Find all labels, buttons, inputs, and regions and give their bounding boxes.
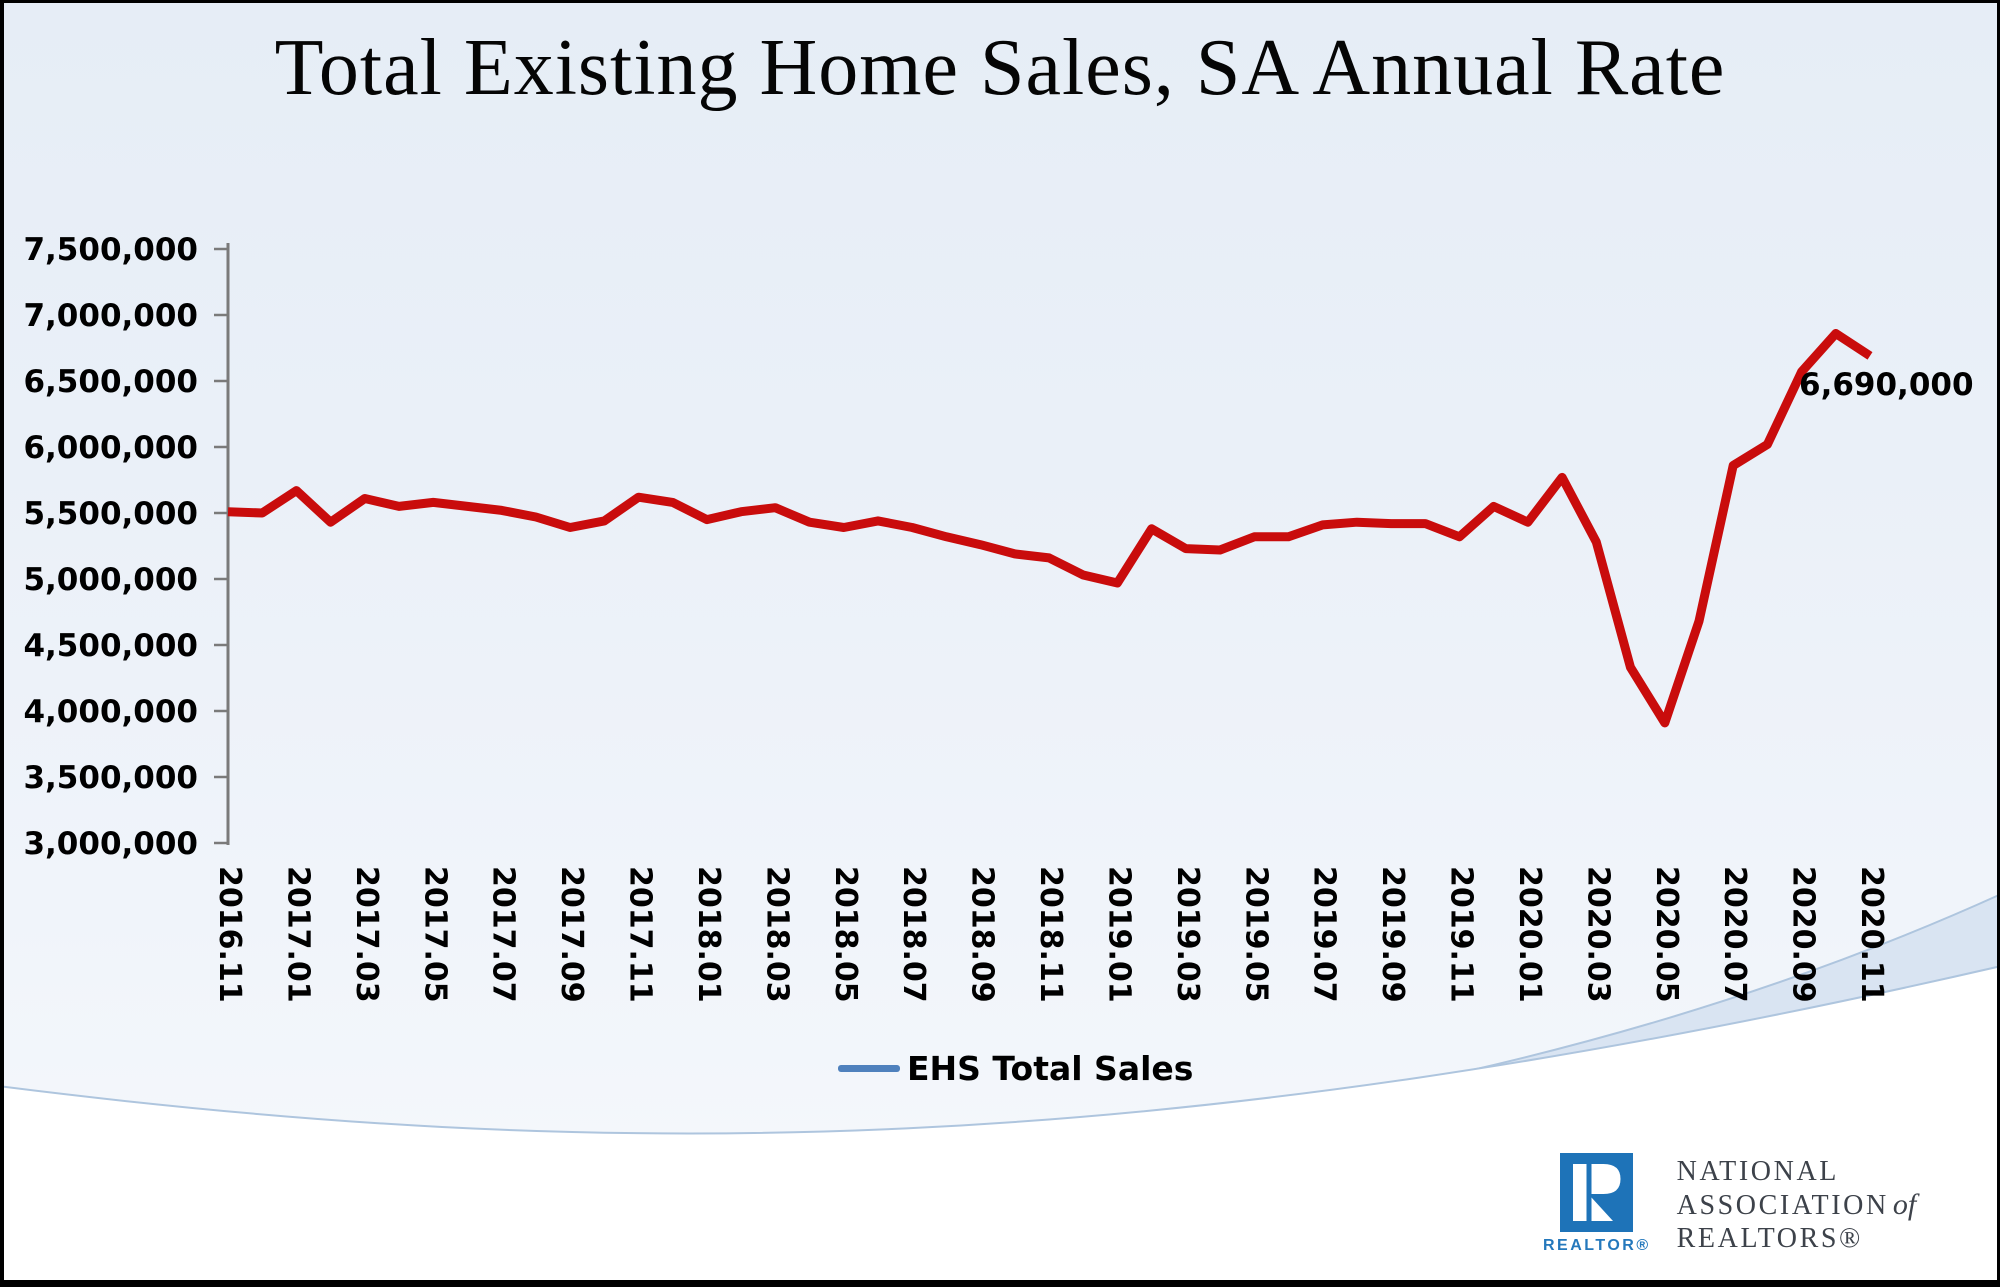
chart: 3,000,000 3,500,000 4,000,000 4,500,000 5,00… [23,232,1889,1003]
x-axis-label: 2019.07 [1307,866,1342,1003]
x-axis-label: 2016.11 [212,866,247,1003]
realtor-wordmark: REALTOR® [1543,1237,1651,1254]
x-axis-label: 2018.03 [759,866,794,1003]
x-axis-label: 2018.09 [965,866,1000,1003]
y-axis-label: 6,000,000 [23,430,198,466]
bg-white-fill [0,966,2000,1287]
nar-org-line1: NATIONAL [1676,1156,1839,1187]
y-axis-label: 7,500,000 [23,232,198,268]
x-axis-label: 2019.01 [1101,866,1136,1003]
y-axis-label: 5,000,000 [23,562,198,598]
last-point-data-label: 6,690,000 [1799,367,1974,403]
legend-line-swatch [838,1064,900,1072]
x-axis-label: 2018.07 [896,866,931,1003]
x-axis-label: 2018.01 [691,866,726,1003]
x-axis-label: 2019.11 [1444,866,1479,1003]
x-axis-label: 2020.11 [1854,866,1889,1003]
legend-label: EHS Total Sales [907,1048,1194,1088]
x-axis-label: 2019.09 [1375,866,1410,1003]
nar-org-name: NATIONAL ASSOCIATION of REALTORS® [1677,1155,1917,1255]
y-axis-label: 3,500,000 [23,760,198,796]
x-axis-label: 2017.09 [554,866,589,1003]
x-axis-label: 2020.01 [1512,866,1547,1003]
nar-logo-mark: REALTOR® [1543,1153,1651,1255]
x-axis-label: 2020.09 [1786,866,1821,1003]
y-axis-label: 6,500,000 [23,364,198,400]
y-axis-label: 7,000,000 [23,298,198,334]
x-axis-label: 2017.01 [280,866,315,1003]
ehs-total-sales-line [227,329,1873,728]
realtor-r-icon [1560,1153,1634,1232]
chart-title: Total Existing Home Sales, SA Annual Rat… [274,24,1726,112]
x-axis-label: 2019.03 [1170,866,1205,1003]
nar-org-line3: REALTORS® [1676,1223,1863,1254]
y-axis-label: 4,000,000 [23,694,198,730]
y-axis-label: 3,000,000 [23,826,198,862]
x-axis-label: 2020.03 [1580,866,1615,1003]
x-axis-label: 2017.05 [417,866,452,1003]
x-axis-label: 2018.11 [1033,866,1068,1003]
x-axis-label: 2020.07 [1717,866,1752,1003]
nar-org-line2: ASSOCIATION of [1676,1188,1917,1221]
nar-of-word: of [1892,1188,1917,1221]
x-axis-label: 2017.03 [349,866,384,1003]
x-axis-label: 2019.05 [1238,866,1273,1003]
x-axis-label: 2017.07 [486,866,521,1003]
nar-logo: REALTOR® NATIONAL ASSOCIATION of REALTORS… [1543,1153,1916,1255]
y-axis-label: 5,500,000 [23,496,198,532]
x-axis-label: 2018.05 [828,866,863,1003]
x-axis-label: 2017.11 [623,866,658,1003]
bg-main-arc-line [0,965,2000,1135]
x-axis-label: 2020.05 [1649,866,1684,1003]
y-axis-label: 4,500,000 [23,628,198,664]
legend: EHS Total Sales [838,1046,1193,1090]
